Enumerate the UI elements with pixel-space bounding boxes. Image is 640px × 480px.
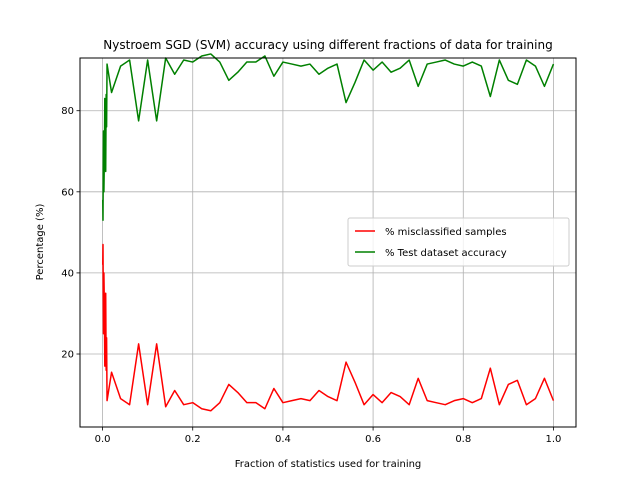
- x-tick-label: 1.0: [546, 434, 562, 445]
- legend: % misclassified samples % Test dataset a…: [347, 217, 570, 267]
- y-tick-label: 60: [61, 187, 74, 198]
- series-lines: [102, 53, 555, 412]
- x-tick-label: 0.8: [455, 434, 471, 445]
- y-tick-label: 80: [61, 106, 74, 117]
- x-tick-label: 0.2: [185, 434, 201, 445]
- plot-frame: [79, 57, 577, 428]
- chart-title: Nystroem SGD (SVM) accuracy using differ…: [103, 38, 552, 52]
- series-line-misclassified: [102, 243, 555, 412]
- y-tick-label: 40: [61, 268, 74, 279]
- x-axis-label: Fraction of statistics used for training: [235, 459, 422, 470]
- legend-label-misclassified: % misclassified samples: [385, 227, 507, 238]
- x-axis: 0.0 0.2 0.4 0.6 0.8 1.0: [95, 427, 562, 445]
- x-tick-label: 0.4: [275, 434, 291, 445]
- legend-box: [347, 217, 570, 267]
- y-axis: 20 40 60 80: [61, 106, 80, 361]
- y-axis-label: Percentage (%): [35, 204, 46, 281]
- series-line-test-accuracy: [102, 53, 555, 221]
- x-tick-label: 0.6: [365, 434, 381, 445]
- legend-label-test-accuracy: % Test dataset accuracy: [385, 248, 507, 259]
- y-tick-label: 20: [61, 350, 74, 361]
- x-tick-label: 0.0: [95, 434, 111, 445]
